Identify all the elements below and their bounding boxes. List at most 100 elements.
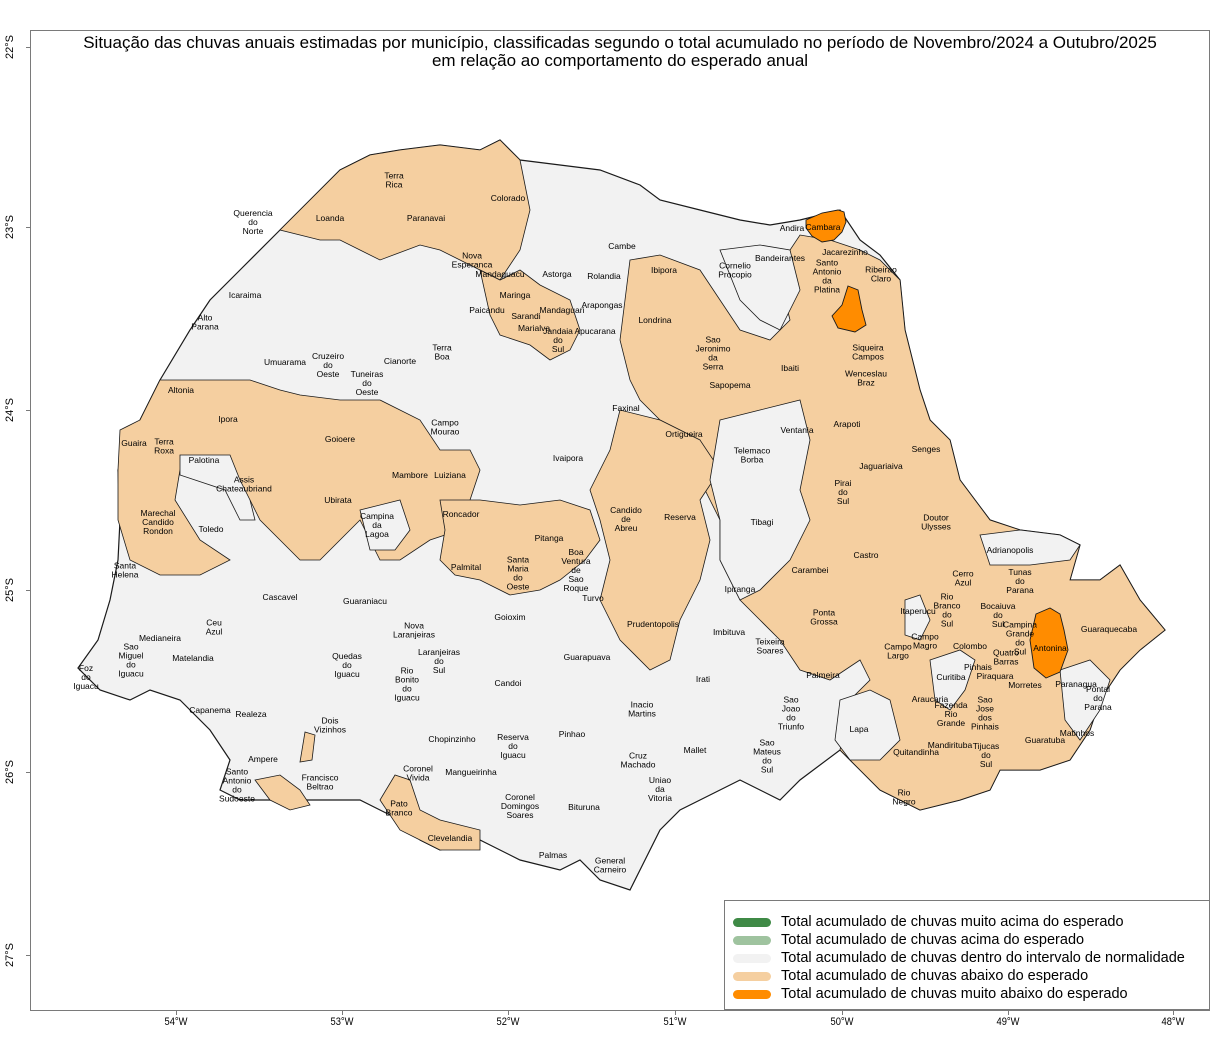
x-tick-label: 49°W <box>996 1016 1020 1028</box>
region-dois-vizinhos-patch <box>299 731 316 763</box>
municipality-label: General Carneiro <box>594 856 627 875</box>
municipality-label: Quedas do Iguacu <box>332 651 362 679</box>
municipality-label: Terra Roxa <box>154 437 174 456</box>
municipality-label: Ubirata <box>324 495 352 505</box>
x-tick-label: 54°W <box>164 1016 188 1028</box>
municipality-label: Mallet <box>684 745 707 755</box>
municipality-labels: Terra Rica Loanda Paranavai Querencia do Norte… <box>73 171 1137 875</box>
municipality-label: Boa Ventura de Sao Roque <box>561 547 591 593</box>
municipality-label: Santo Antonio da Platina <box>813 258 842 295</box>
municipality-label: Curitiba <box>936 672 966 682</box>
y-tick-label: 26°S <box>4 760 16 784</box>
municipality-label: Quitandinha <box>893 747 939 757</box>
municipality-label: Tunas do Parana <box>1006 567 1034 595</box>
municipality-label: Antonina <box>1033 643 1067 653</box>
municipality-label: Arapongas <box>581 300 622 310</box>
municipality-label: Foz do Iguacu <box>73 663 99 691</box>
region-pato-branco-clevelandia <box>379 774 481 851</box>
municipality-label: Ipora <box>218 414 238 424</box>
municipality-label: Roncador <box>443 509 480 519</box>
municipality-label: Alto Parana <box>191 313 219 332</box>
municipality-label: Andira <box>780 223 805 233</box>
municipality-label: Mangueirinha <box>445 767 497 777</box>
municipality-label: Campo Magro <box>911 632 939 651</box>
municipality-label: Guaira <box>121 438 147 448</box>
municipality-label: Cambe <box>608 241 636 251</box>
y-tick-label: 23°S <box>4 215 16 239</box>
municipality-label: Nova Laranjeiras <box>393 621 435 640</box>
municipality-label: Guaraquecaba <box>1081 624 1138 634</box>
municipality-label: Medianeira <box>139 633 181 643</box>
legend-item-above: Total acumulado de chuvas acima do esper… <box>725 931 1209 949</box>
municipality-label: Matinhos <box>1060 728 1095 738</box>
municipality-label: Palmeira <box>806 670 840 680</box>
x-tick-mark <box>176 1011 177 1015</box>
municipality-label: Turvo <box>582 593 604 603</box>
region-lapa <box>834 689 901 761</box>
municipality-label: Umuarama <box>264 357 306 367</box>
municipality-label: Guarapuava <box>564 652 611 662</box>
municipality-label: Irati <box>696 674 710 684</box>
municipality-label: Palmas <box>539 850 567 860</box>
x-tick-label: 51°W <box>663 1016 687 1028</box>
municipality-label: Campina Grande do Sul <box>1003 620 1037 657</box>
municipality-label: Chopinzinho <box>428 734 476 744</box>
region-campina-lagoa <box>359 499 411 551</box>
municipality-label: Altonia <box>168 385 194 395</box>
y-tick-mark <box>26 590 30 591</box>
region-cambara <box>805 209 847 243</box>
municipality-label: Palotina <box>189 455 220 465</box>
x-tick-mark <box>342 1011 343 1015</box>
municipality-label: Ortigueira <box>665 429 703 439</box>
municipality-label: Cruzeiro do Oeste <box>312 351 344 379</box>
x-tick-label: 48°W <box>1161 1016 1185 1028</box>
x-tick-mark <box>508 1011 509 1015</box>
municipality-label: Jandaia do Sul <box>543 326 573 354</box>
legend: Total acumulado de chuvas muito acima do… <box>724 900 1210 1010</box>
municipality-label: Reserva do Iguacu <box>497 732 529 760</box>
municipality-label: Tibagi <box>751 517 774 527</box>
municipality-label: Colorado <box>491 193 526 203</box>
municipality-label: Rio Branco do Sul <box>934 592 961 629</box>
municipality-label: Cascavel <box>263 592 298 602</box>
far-below-regions <box>805 209 1069 679</box>
municipality-label: Pitanga <box>535 533 564 543</box>
legend-swatch-icon <box>733 971 771 981</box>
municipality-label: Jacarezinho <box>822 247 868 257</box>
municipality-label: Candido de Abreu <box>610 505 642 533</box>
municipality-label: Icaraima <box>229 290 262 300</box>
y-tick-label: 27°S <box>4 943 16 967</box>
x-tick-mark <box>1173 1011 1174 1015</box>
municipality-label: Maringa <box>500 290 531 300</box>
municipality-label: Guaraniacu <box>343 596 387 606</box>
region-adrianopolis <box>979 529 1081 566</box>
legend-item-below: Total acumulado de chuvas abaixo do espe… <box>725 967 1209 985</box>
legend-swatch-icon <box>733 989 771 999</box>
region-paranavai-loanda <box>279 139 531 281</box>
x-tick-mark <box>1008 1011 1009 1015</box>
municipality-label: Toledo <box>198 524 223 534</box>
region-itaperucu <box>904 594 931 641</box>
municipality-label: Sao Jeronimo da Serra <box>696 335 731 372</box>
municipality-label: Mandaguacu <box>475 269 524 279</box>
y-tick-mark <box>26 410 30 411</box>
municipality-label: Astorga <box>542 269 572 279</box>
municipality-label: Cambara <box>806 222 841 232</box>
municipality-label: Rio Bonito do Iguacu <box>394 666 420 703</box>
region-paranagua <box>1059 659 1111 741</box>
y-tick-mark <box>26 955 30 956</box>
municipality-label: Campo Mourao <box>431 418 460 437</box>
legend-item-very-below: Total acumulado de chuvas muito abaixo d… <box>725 985 1209 1003</box>
municipality-label: Senges <box>912 444 941 454</box>
municipality-label: Imbituva <box>713 627 745 637</box>
municipality-label: Mambore <box>392 470 428 480</box>
municipality-label: Telemaco Borba <box>734 446 771 465</box>
municipality-label: Ivaipora <box>553 453 584 463</box>
municipality-label: Candoi <box>495 678 522 688</box>
municipality-label: Goioere <box>325 434 356 444</box>
municipality-label: Ipiranga <box>725 584 756 594</box>
municipality-label: Tijucas do Sul <box>973 741 1000 769</box>
x-tick-mark <box>675 1011 676 1015</box>
municipality-label: Goioxim <box>494 612 525 622</box>
